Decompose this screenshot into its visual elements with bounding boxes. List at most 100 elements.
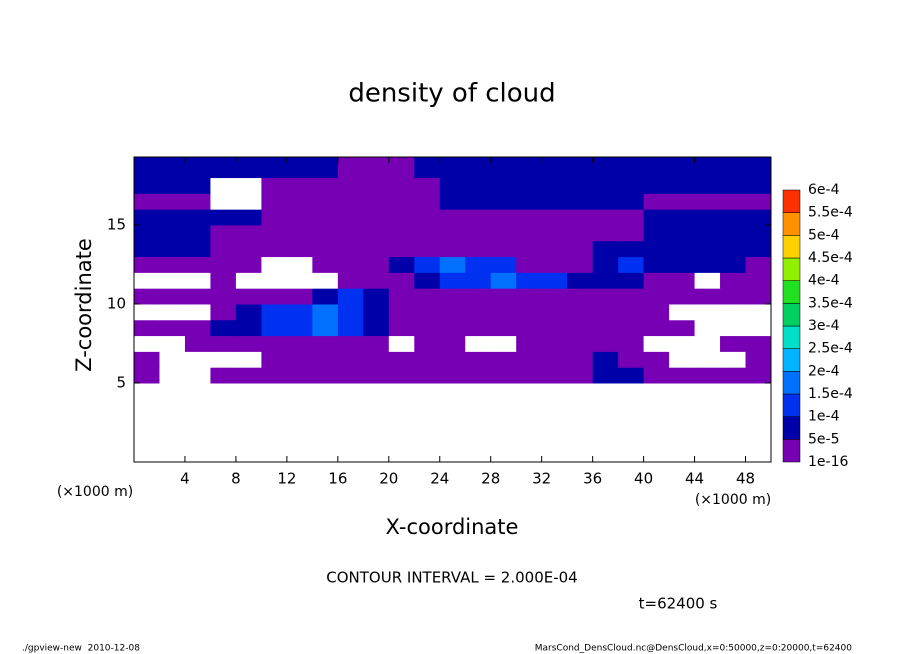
contour-cell — [388, 193, 415, 210]
contour-cell — [414, 319, 441, 337]
contour-cell — [312, 367, 339, 384]
contour-cell — [669, 272, 696, 289]
contour-cell — [567, 272, 594, 289]
contour-cell — [159, 335, 186, 352]
contour-cell — [337, 288, 364, 305]
contour-cell — [261, 288, 288, 305]
contour-cell — [516, 224, 543, 242]
contour-cell — [465, 303, 492, 321]
contour-cell — [184, 367, 211, 384]
contour-cell — [643, 177, 670, 194]
colorbar-label: 1e-4 — [808, 409, 840, 425]
contour-cell — [618, 351, 645, 368]
contour-cell — [439, 224, 466, 242]
contour-cell — [363, 303, 390, 321]
contour-cell — [210, 193, 237, 210]
time-label: t=62400 s — [639, 595, 718, 613]
contour-cell — [694, 157, 721, 179]
contour-cell — [286, 157, 313, 179]
contour-cell — [516, 319, 543, 337]
colorbar-band — [782, 416, 801, 440]
contour-cell — [184, 177, 211, 194]
contour-cell — [618, 272, 645, 289]
contour-cell — [541, 224, 568, 242]
contour-cell — [261, 157, 288, 179]
contour-cell — [414, 288, 441, 305]
contour-cell — [669, 177, 696, 194]
contour-cell — [210, 272, 237, 289]
contour-cell — [516, 335, 543, 352]
x-tick-label: 4 — [180, 470, 190, 488]
contour-cell — [388, 272, 415, 289]
contour-cell — [694, 319, 721, 337]
contour-cell — [592, 209, 619, 226]
contour-cell — [541, 303, 568, 321]
colorbar-band — [782, 212, 801, 236]
contour-cell — [541, 335, 568, 352]
contour-cell — [567, 193, 594, 210]
contour-cell — [286, 272, 313, 289]
x-tick-label: 40 — [634, 470, 653, 488]
contour-cell — [312, 209, 339, 226]
contour-cell — [439, 288, 466, 305]
contour-cell — [720, 224, 747, 242]
contour-cell — [134, 177, 160, 194]
contour-cell — [337, 319, 364, 337]
colorbar-band — [782, 325, 801, 349]
contour-cell — [694, 335, 721, 352]
contour-cell — [210, 177, 237, 194]
contour-cell — [337, 351, 364, 368]
contour-cell — [465, 256, 492, 273]
contour-cell — [516, 303, 543, 321]
contour-cell — [592, 288, 619, 305]
contour-cell — [618, 193, 645, 210]
contour-cell — [745, 157, 772, 179]
contour-cell — [669, 335, 696, 352]
contour-cell — [159, 272, 186, 289]
contour-cell — [567, 351, 594, 368]
contour-cell — [134, 367, 160, 384]
contour-cell — [592, 256, 619, 273]
contour-cell — [541, 256, 568, 273]
contour-cell — [210, 319, 237, 337]
contour-cell — [465, 209, 492, 226]
contour-cell — [643, 224, 670, 242]
contour-cell — [312, 157, 339, 179]
contour-cell — [363, 351, 390, 368]
contour-cell — [694, 303, 721, 321]
contour-cell — [363, 256, 390, 273]
contour-cell — [134, 351, 160, 368]
contour-cell — [363, 240, 390, 258]
colorbar-label: 1.5e-4 — [808, 386, 853, 402]
contour-cell — [720, 193, 747, 210]
contour-cell — [439, 335, 466, 352]
contour-cell — [159, 224, 186, 242]
contour-cell — [618, 319, 645, 337]
contour-cell — [643, 157, 670, 179]
contour-cell — [618, 177, 645, 194]
contour-cell — [541, 209, 568, 226]
contour-cell — [286, 224, 313, 242]
contour-cell — [592, 177, 619, 194]
contour-cell — [618, 367, 645, 384]
contour-cell — [235, 193, 262, 210]
contour-cell — [465, 319, 492, 337]
colorbar-band — [782, 348, 801, 372]
contour-cell — [465, 367, 492, 384]
contour-cell — [286, 288, 313, 305]
x-tick-label: 24 — [430, 470, 449, 488]
contour-cell — [490, 157, 517, 179]
contour-cell — [541, 319, 568, 337]
contour-cell — [720, 177, 747, 194]
colorbar-label: 3.5e-4 — [808, 295, 853, 311]
contour-cell — [516, 256, 543, 273]
contour-cell — [541, 288, 568, 305]
contour-cell — [286, 367, 313, 384]
x-tick-label: 36 — [583, 470, 602, 488]
contour-cell — [388, 319, 415, 337]
contour-cell — [643, 303, 670, 321]
contour-cell — [694, 193, 721, 210]
contour-cell — [184, 224, 211, 242]
y-tick-label: 10 — [107, 294, 126, 312]
contour-cell — [745, 303, 772, 321]
